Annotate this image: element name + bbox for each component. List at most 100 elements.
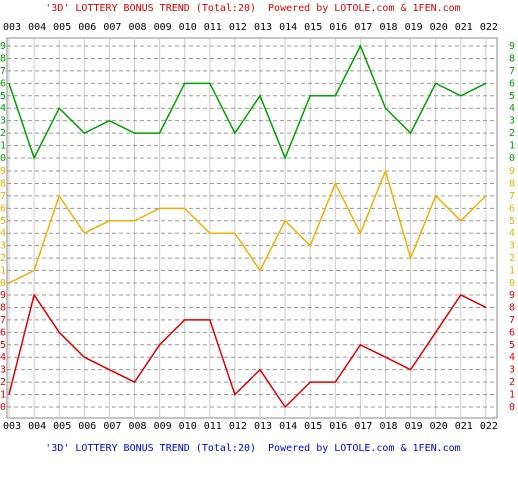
y-tick-label-right: 9 [509, 41, 515, 52]
y-tick-label-left: 9 [0, 166, 6, 177]
y-tick-label-left: 2 [0, 253, 6, 264]
x-tick-label-top: 014 [279, 22, 297, 33]
x-tick-label-top: 021 [455, 22, 473, 33]
y-tick-label-left: 2 [0, 377, 6, 388]
y-tick-label-left: 6 [0, 203, 6, 214]
x-tick-label-bottom: 019 [405, 421, 423, 432]
x-tick-label-bottom: 016 [329, 421, 347, 432]
x-tick-label-bottom: 005 [53, 421, 71, 432]
y-tick-label-right: 1 [509, 141, 515, 152]
x-tick-label-top: 013 [254, 22, 272, 33]
x-tick-label-top: 012 [229, 22, 247, 33]
x-tick-label-top: 015 [304, 22, 322, 33]
chart-title: '3D' LOTTERY BONUS TREND (Total:20) Powe… [45, 3, 460, 14]
x-tick-label-top: 006 [78, 22, 96, 33]
x-tick-label-bottom: 013 [254, 421, 272, 432]
y-tick-label-left: 1 [0, 141, 6, 152]
y-tick-label-left: 0 [0, 278, 6, 289]
x-tick-label-top: 003 [3, 22, 21, 33]
y-tick-label-right: 5 [509, 216, 515, 227]
y-tick-label-left: 4 [0, 228, 6, 239]
x-tick-label-bottom: 022 [480, 421, 498, 432]
trend-line [8, 293, 487, 409]
y-tick-label-left: 2 [0, 128, 6, 139]
x-tick-label-bottom: 021 [455, 421, 473, 432]
y-tick-label-right: 7 [509, 315, 515, 326]
y-tick-label-right: 6 [509, 203, 515, 214]
y-tick-label-left: 7 [0, 191, 6, 202]
y-tick-label-left: 6 [0, 327, 6, 338]
y-tick-label-right: 7 [509, 66, 515, 77]
y-tick-label-left: 5 [0, 91, 6, 102]
x-tick-label-top: 022 [480, 22, 498, 33]
x-tick-label-bottom: 014 [279, 421, 297, 432]
y-tick-label-right: 6 [509, 327, 515, 338]
x-tick-label-top: 018 [379, 22, 397, 33]
x-tick-label-bottom: 020 [430, 421, 448, 432]
x-tick-label-top: 016 [329, 22, 347, 33]
y-tick-label-left: 7 [0, 66, 6, 77]
x-tick-label-top: 009 [154, 22, 172, 33]
y-tick-label-right: 4 [509, 103, 515, 114]
y-tick-label-right: 3 [509, 365, 515, 376]
y-tick-label-left: 8 [0, 302, 6, 313]
y-tick-label-right: 2 [509, 253, 515, 264]
y-tick-label-left: 5 [0, 340, 6, 351]
x-tick-label-top: 017 [354, 22, 372, 33]
y-tick-label-right: 1 [509, 266, 515, 277]
y-tick-label-right: 5 [509, 91, 515, 102]
y-tick-label-right: 4 [509, 352, 515, 363]
y-tick-label-right: 3 [509, 241, 515, 252]
trend-line [8, 168, 487, 284]
y-tick-label-left: 9 [0, 290, 6, 301]
x-tick-label-top: 004 [28, 22, 46, 33]
x-tick-label-bottom: 003 [3, 421, 21, 432]
y-tick-label-left: 3 [0, 116, 6, 127]
y-tick-label-right: 0 [509, 278, 515, 289]
x-tick-label-bottom: 007 [103, 421, 121, 432]
y-tick-label-right: 2 [509, 377, 515, 388]
y-tick-label-left: 8 [0, 178, 6, 189]
x-tick-label-top: 020 [430, 22, 448, 33]
y-tick-label-left: 0 [0, 402, 6, 413]
y-tick-label-left: 1 [0, 266, 6, 277]
y-tick-label-right: 9 [509, 290, 515, 301]
y-tick-label-right: 1 [509, 390, 515, 401]
x-tick-label-bottom: 015 [304, 421, 322, 432]
trend-line [8, 44, 487, 161]
plot-border [6, 37, 498, 419]
x-tick-label-bottom: 010 [179, 421, 197, 432]
y-tick-label-left: 0 [0, 153, 6, 164]
y-tick-label-right: 5 [509, 340, 515, 351]
y-tick-label-left: 9 [0, 41, 6, 52]
y-tick-label-right: 8 [509, 53, 515, 64]
y-tick-label-left: 6 [0, 78, 6, 89]
x-tick-label-top: 019 [405, 22, 423, 33]
y-tick-label-right: 8 [509, 178, 515, 189]
y-tick-label-right: 9 [509, 166, 515, 177]
y-tick-label-left: 4 [0, 352, 6, 363]
x-tick-label-top: 007 [103, 22, 121, 33]
x-tick-label-bottom: 012 [229, 421, 247, 432]
y-tick-label-left: 4 [0, 103, 6, 114]
x-tick-label-bottom: 006 [78, 421, 96, 432]
y-tick-label-right: 3 [509, 116, 515, 127]
y-tick-label-right: 0 [509, 402, 515, 413]
y-tick-label-right: 6 [509, 78, 515, 89]
x-tick-label-top: 008 [128, 22, 146, 33]
y-tick-label-right: 0 [509, 153, 515, 164]
x-tick-label-top: 005 [53, 22, 71, 33]
y-tick-label-left: 3 [0, 365, 6, 376]
y-tick-label-left: 5 [0, 216, 6, 227]
x-tick-label-bottom: 004 [28, 421, 46, 432]
x-tick-label-top: 010 [179, 22, 197, 33]
y-tick-label-left: 1 [0, 390, 6, 401]
y-tick-label-right: 4 [509, 228, 515, 239]
y-tick-label-right: 8 [509, 302, 515, 313]
chart-footer: '3D' LOTTERY BONUS TREND (Total:20) Powe… [45, 443, 460, 454]
x-tick-label-bottom: 018 [379, 421, 397, 432]
y-tick-label-left: 3 [0, 241, 6, 252]
x-tick-label-bottom: 008 [128, 421, 146, 432]
y-tick-label-right: 7 [509, 191, 515, 202]
